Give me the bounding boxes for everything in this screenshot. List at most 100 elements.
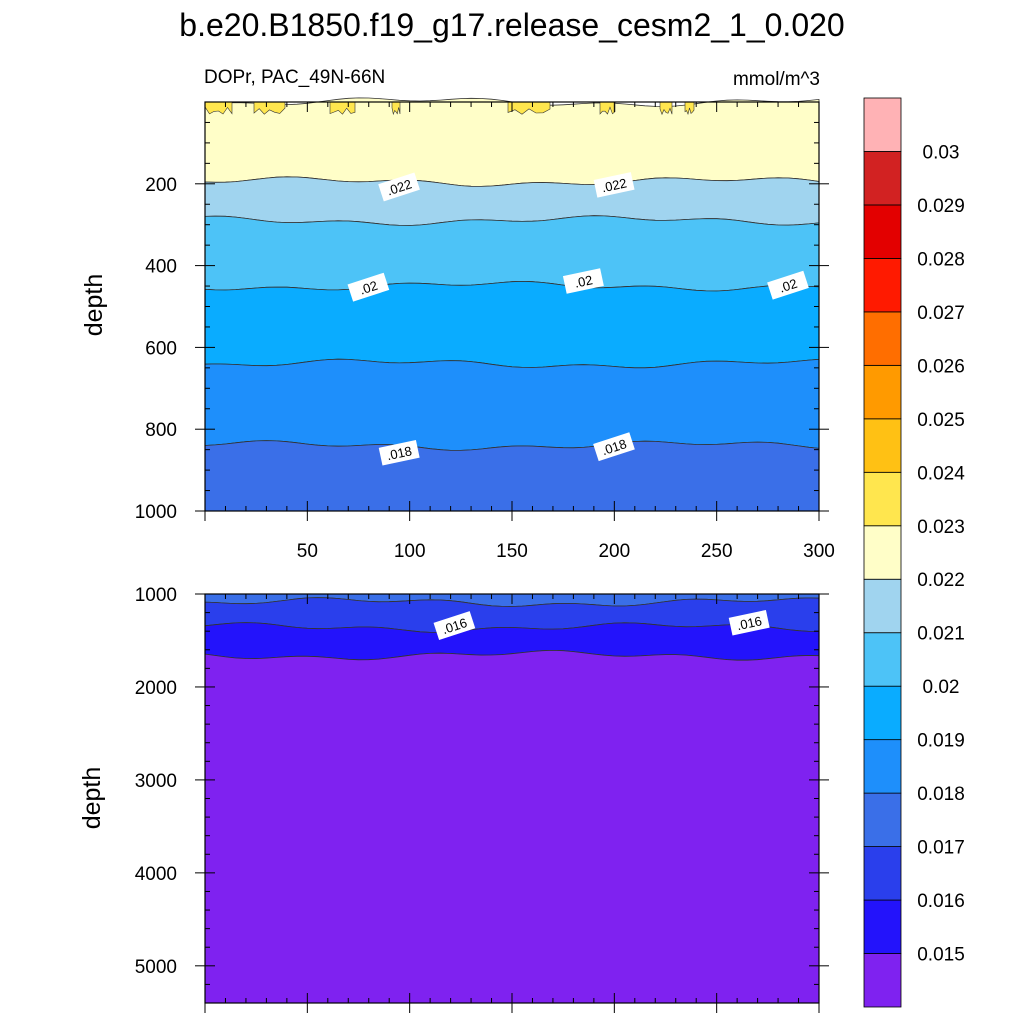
lower-contour-label: .016 — [433, 611, 476, 640]
colorbar-swatch — [863, 311, 902, 366]
colorbar-label: 0.026 — [917, 356, 965, 377]
upper-band-0017 — [204, 440, 820, 512]
colorbar-label: 0.029 — [917, 196, 965, 217]
lower-y-tick-label: 5000 — [135, 957, 177, 978]
upper-band-0019 — [204, 280, 820, 369]
upper-contour-label-text: .022 — [600, 175, 628, 195]
colorbar-swatch — [863, 632, 902, 687]
lower-contour-label-text: .016 — [440, 615, 469, 637]
colorbar-swatch — [863, 685, 902, 741]
colorbar-swatch — [863, 151, 902, 206]
upper-band-0021 — [204, 176, 820, 226]
colorbar-label: 0.019 — [917, 731, 965, 752]
upper-band-0023-patch — [659, 101, 673, 116]
colorbar-swatch — [863, 739, 902, 794]
lower-contour-label-bg — [433, 611, 476, 640]
upper-band-0023-patch — [253, 101, 286, 115]
upper-x-tick-label: 250 — [701, 541, 733, 562]
lower-y-tick-label: 4000 — [135, 864, 177, 885]
upper-contour-label-bg — [378, 439, 420, 466]
variable-label: DOPr, PAC_49N-66N — [204, 67, 385, 88]
colorbar-swatch — [863, 418, 902, 473]
colorbar-swatch — [863, 792, 902, 847]
upper-band-0023-patch — [599, 101, 616, 115]
upper-band-002 — [204, 215, 820, 292]
upper-contour-label: .02 — [562, 268, 604, 294]
colorbar-label: 0.016 — [917, 891, 965, 912]
colorbar-label: 0.027 — [917, 303, 965, 324]
upper-contour-label-text: .02 — [573, 272, 594, 290]
upper-contour-label-bg — [593, 432, 635, 462]
upper-y-tick-label: 200 — [145, 175, 177, 196]
lower-y-tick-label: 2000 — [135, 678, 177, 699]
colorbar-swatch — [863, 578, 902, 634]
lower-y-tick-label: 3000 — [135, 771, 177, 792]
colorbar-label: 0.03 — [923, 143, 960, 164]
colorbar-label: 0.018 — [917, 784, 965, 805]
colorbar: 0.015 0.016 0.017 0.018 0.019 0.02 0.021 0.022 0… — [863, 97, 965, 1008]
upper-contour-label-bg — [562, 268, 604, 294]
colorbar-swatch — [863, 364, 902, 420]
upper-axis-ticks: 50 100 150 200 250 300 200 400 600 800 1000 — [135, 101, 835, 562]
upper-contour-label: .022 — [593, 172, 635, 198]
upper-contour-label: .018 — [593, 432, 635, 462]
upper-contour-label-bg — [378, 172, 420, 202]
upper-x-tick-label: 100 — [394, 541, 426, 562]
upper-panel: DOPr, PAC_49N-66N mmol/m^3 depth .022 .02… — [80, 67, 835, 562]
colorbar-swatch — [863, 525, 902, 580]
units-label: mmol/m^3 — [733, 69, 820, 90]
upper-y-tick-label: 1000 — [135, 502, 177, 523]
colorbar-label: 0.021 — [917, 624, 965, 645]
lower-contour-labels: .016 .016 — [433, 609, 770, 640]
upper-band-0018 — [204, 358, 820, 451]
upper-contour-label-text: .018 — [600, 436, 629, 458]
colorbar-label: 0.022 — [917, 570, 965, 591]
colorbar-label: 0.02 — [923, 677, 960, 698]
upper-y-tick-label: 800 — [145, 420, 177, 441]
upper-y-tick-label: 600 — [145, 338, 177, 359]
lower-ylabel: depth — [78, 767, 106, 830]
upper-x-tick-label: 50 — [297, 541, 318, 562]
upper-x-tick-label: 200 — [598, 541, 630, 562]
colorbar-swatch — [863, 258, 902, 313]
upper-band-0023-patch — [684, 101, 695, 116]
colorbar-swatch — [863, 471, 902, 527]
colorbar-swatch — [863, 846, 902, 901]
upper-band-0023-patch — [329, 101, 356, 115]
upper-band-0023-patch — [391, 101, 401, 116]
upper-contour-label: .02 — [347, 272, 390, 302]
lower-contour-fill — [204, 593, 820, 1004]
upper-x-tick-label: 150 — [496, 541, 528, 562]
colorbar-label: 0.025 — [917, 410, 965, 431]
upper-x-tick-label: 300 — [803, 541, 835, 562]
colorbar-swatch — [863, 899, 902, 954]
lower-contour-label-bg — [728, 609, 770, 636]
colorbar-label: 0.015 — [917, 945, 965, 966]
colorbar-swatch — [863, 204, 902, 259]
upper-contour-label: .018 — [378, 439, 420, 466]
colorbar-label: 0.023 — [917, 517, 965, 538]
lower-contour-label-text: .016 — [735, 613, 763, 633]
upper-plot-frame — [204, 101, 820, 512]
upper-contour-label-bg — [347, 272, 390, 302]
colorbar-swatch — [863, 97, 902, 152]
upper-contour-fill — [204, 97, 820, 512]
colorbar-label: 0.024 — [917, 463, 965, 484]
upper-y-tick-label: 400 — [145, 257, 177, 278]
lower-band-0015 — [204, 649, 820, 1004]
upper-contour-label-text: .022 — [385, 176, 414, 198]
lower-panel: depth .016 .016 1000 2000 3000 4000 5000 — [78, 585, 829, 1013]
colorbar-label: 0.017 — [917, 838, 965, 859]
upper-contour-label-text: .02 — [358, 278, 380, 298]
lower-plot-frame — [204, 593, 820, 1004]
figure-title: b.e20.B1850.f19_g17.release_cesm2_1_0.02… — [179, 7, 844, 43]
upper-contour-label: .022 — [378, 172, 420, 202]
colorbar-label: 0.028 — [917, 249, 965, 270]
upper-contour-label-bg — [767, 270, 809, 300]
upper-contour-label-text: .018 — [385, 443, 413, 463]
upper-ylabel: depth — [80, 274, 108, 337]
lower-axis-ticks: 1000 2000 3000 4000 5000 — [135, 585, 829, 1013]
lower-contour-label: .016 — [728, 609, 770, 636]
upper-contour-label: .02 — [767, 270, 809, 300]
